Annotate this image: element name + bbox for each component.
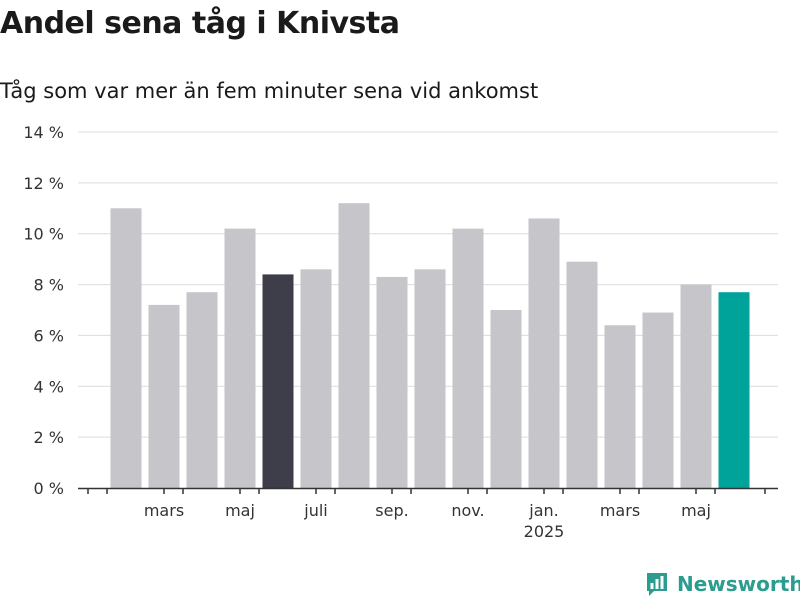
y-tick-label: 2 % <box>34 428 64 447</box>
chart-title: Andel sena tåg i Knivsta <box>0 6 400 41</box>
bars <box>110 203 750 489</box>
y-tick-label: 10 % <box>23 225 64 244</box>
newsworthy-logo-icon <box>647 573 667 596</box>
x-tick-sublabel: 2025 <box>524 522 565 541</box>
x-tick-label: mars <box>144 501 184 520</box>
x-tick-label: juli <box>303 501 327 520</box>
bar <box>490 310 522 488</box>
bar <box>110 208 142 489</box>
brand: Newsworthy <box>645 570 800 598</box>
y-axis-tick-labels: 0 % 2 % 4 % 6 % 8 % 10 % 12 % 14 % <box>23 123 64 498</box>
bar <box>148 304 180 488</box>
brand-name: Newsworthy <box>677 572 800 596</box>
bar <box>414 269 446 488</box>
x-tick-label: nov. <box>451 501 484 520</box>
chart-subtitle: Tåg som var mer än fem minuter sena vid … <box>0 79 539 103</box>
y-tick-label: 12 % <box>23 174 64 193</box>
bar <box>300 269 332 488</box>
x-tick-label: jan. <box>528 501 558 520</box>
x-axis <box>78 487 778 494</box>
bar <box>680 284 712 488</box>
bar <box>452 228 484 488</box>
bar <box>224 228 256 488</box>
bar <box>376 276 408 488</box>
x-axis-tick-labels: mars maj juli sep. nov. jan. 2025 mars maj <box>144 501 711 541</box>
bar <box>186 292 218 488</box>
x-tick-label: maj <box>225 501 255 520</box>
y-tick-label: 4 % <box>34 377 64 396</box>
y-tick-label: 8 % <box>34 276 64 295</box>
x-tick-label: mars <box>600 501 640 520</box>
x-tick-label: sep. <box>375 501 408 520</box>
y-tick-label: 6 % <box>34 326 64 345</box>
x-tick-label: maj <box>681 501 711 520</box>
y-tick-label: 14 % <box>23 123 64 142</box>
bar <box>642 312 674 488</box>
bar <box>718 292 750 488</box>
y-tick-label: 0 % <box>34 479 64 498</box>
bar <box>338 203 370 488</box>
bar <box>528 218 560 488</box>
bar <box>604 325 636 488</box>
bar <box>262 274 294 488</box>
bar <box>566 261 598 488</box>
